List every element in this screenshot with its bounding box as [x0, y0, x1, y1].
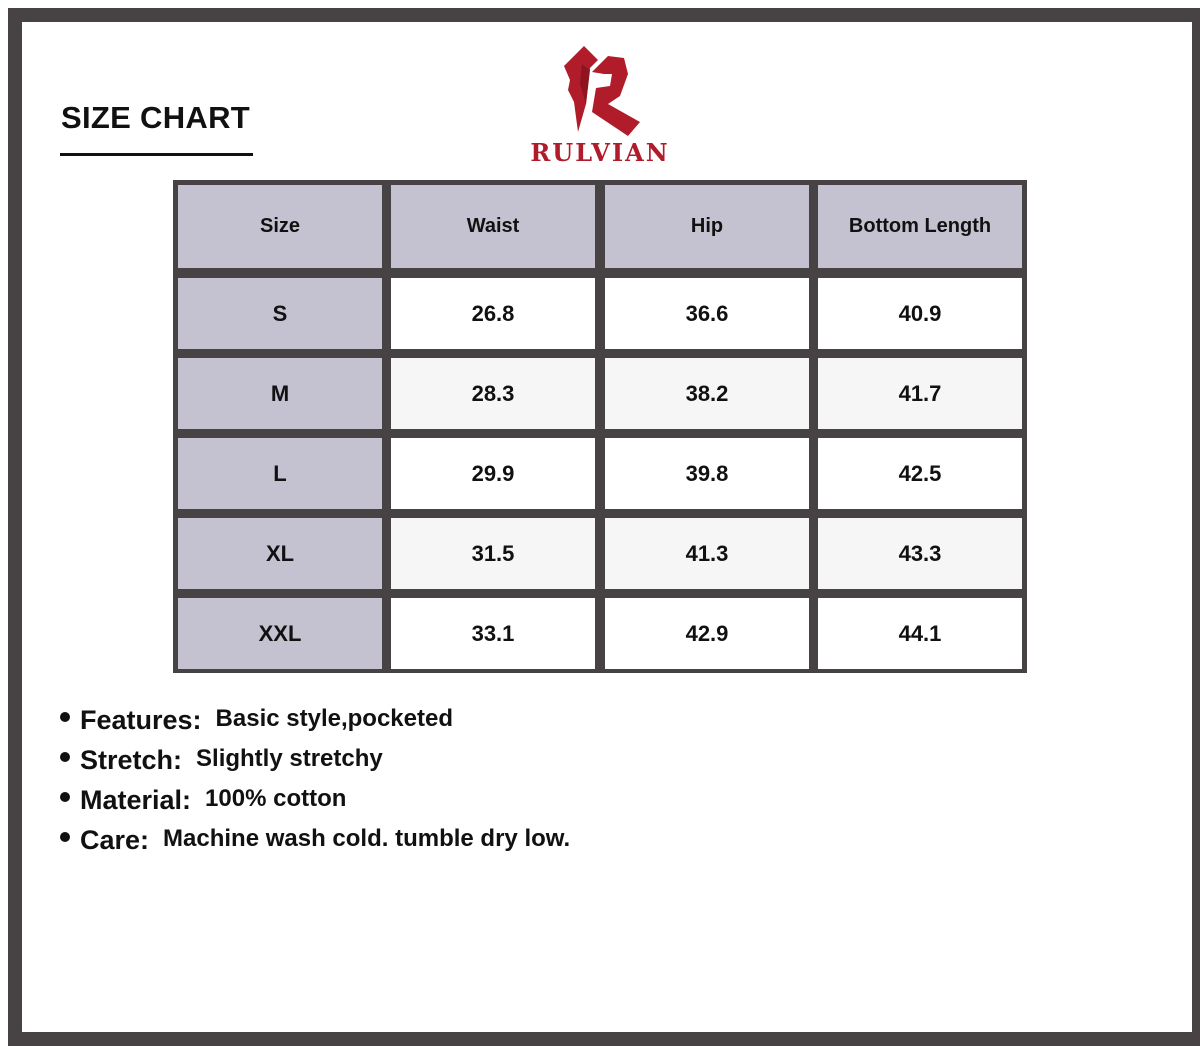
- note-item: Material: 100% cotton: [60, 785, 570, 825]
- column-header: Size: [178, 185, 382, 268]
- note-label: Care:: [80, 825, 150, 855]
- table-cell: 28.3: [391, 358, 595, 429]
- note-item: Features: Basic style,pocketed: [60, 705, 570, 745]
- size-label: XL: [178, 518, 382, 589]
- column-header: Waist: [391, 185, 595, 268]
- size-table: Size Waist Hip Bottom Length S 26.8 36.6 40.9 M 2…: [173, 180, 1027, 673]
- table-cell: 39.8: [605, 438, 809, 509]
- note-item: Care: Machine wash cold. tumble dry low.: [60, 825, 570, 865]
- note-value: 100% cotton: [205, 785, 347, 812]
- table-cell: 26.8: [391, 278, 595, 349]
- size-label: L: [178, 438, 382, 509]
- table-cell: 40.9: [818, 278, 1022, 349]
- size-label: M: [178, 358, 382, 429]
- note-value: Machine wash cold. tumble dry low.: [163, 825, 571, 852]
- table-cell: 42.9: [605, 598, 809, 669]
- title-underline: [60, 153, 253, 156]
- note-label: Features:: [80, 705, 202, 735]
- table-cell: 41.7: [818, 358, 1022, 429]
- table-cell: 42.5: [818, 438, 1022, 509]
- column-header: Hip: [605, 185, 809, 268]
- note-item: Stretch: Slightly stretchy: [60, 745, 570, 785]
- table-cell: 31.5: [391, 518, 595, 589]
- column-header: Bottom Length: [818, 185, 1022, 268]
- bullet-icon: [60, 712, 70, 722]
- size-label: XXL: [178, 598, 382, 669]
- size-label: S: [178, 278, 382, 349]
- table-cell: 33.1: [391, 598, 595, 669]
- note-value: Basic style,pocketed: [215, 705, 453, 732]
- table-cell: 41.3: [605, 518, 809, 589]
- bullet-icon: [60, 792, 70, 802]
- note-label: Material:: [80, 785, 192, 815]
- note-value: Slightly stretchy: [196, 745, 383, 772]
- product-notes: Features: Basic style,pocketed Stretch: Sli…: [60, 705, 570, 865]
- note-label: Stretch:: [80, 745, 183, 775]
- brand-name: RULVIAN: [530, 138, 670, 167]
- table-cell: 44.1: [818, 598, 1022, 669]
- table-cell: 43.3: [818, 518, 1022, 589]
- brand-logo-icon: [564, 46, 640, 136]
- table-cell: 29.9: [391, 438, 595, 509]
- table-cell: 36.6: [605, 278, 809, 349]
- page-title: SIZE CHART: [61, 100, 250, 135]
- bullet-icon: [60, 752, 70, 762]
- table-cell: 38.2: [605, 358, 809, 429]
- bullet-icon: [60, 832, 70, 842]
